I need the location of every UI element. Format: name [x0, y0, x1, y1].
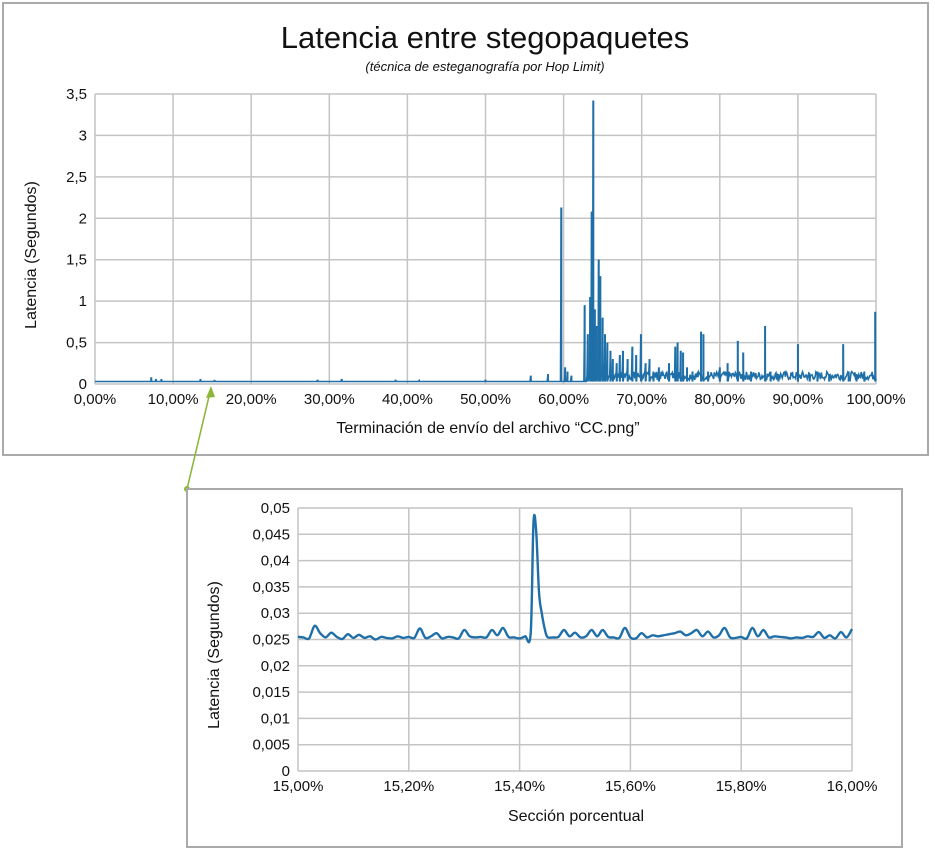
main-x-tick-label: 40,00% — [382, 391, 433, 408]
main-y-tick-label: 2,5 — [66, 169, 87, 186]
main-x-tick-label: 50,00% — [460, 391, 511, 408]
inset-y-tick-label: 0,045 — [252, 526, 290, 543]
main-gridlines — [94, 93, 877, 385]
inset-series-line — [297, 513, 854, 644]
main-y-tick-label: 1,5 — [66, 252, 87, 269]
main-series-line — [95, 100, 877, 383]
zoom-connector-arrowhead — [206, 386, 215, 398]
inset-y-tick-label: 0 — [282, 763, 290, 780]
inset-x-axis-label: Sección porcentual — [508, 808, 644, 825]
inset-x-tick-label: 15,40% — [494, 778, 545, 795]
main-x-tick-label: 10,00% — [148, 391, 199, 408]
inset-y-tick-labels: 0 0,005 0,01 0,015 0,02 0,025 0,03 0,035 0,04 0,0… — [252, 500, 290, 780]
main-x-axis-label: Terminación de envío del archivo “CC.png… — [336, 420, 639, 437]
inset-x-tick-label: 15,00% — [273, 778, 324, 795]
main-y-tick-label: 3 — [79, 127, 87, 144]
main-series-path — [95, 100, 877, 383]
inset-y-tick-label: 0,05 — [261, 500, 290, 517]
inset-y-axis-label: Latencia (Segundos) — [206, 581, 223, 729]
main-y-tick-label: 3,5 — [66, 86, 87, 103]
main-y-tick-labels: 0 0,5 1 1,5 2 2,5 3 3,5 — [66, 86, 87, 393]
inset-y-tick-label: 0,01 — [261, 710, 290, 727]
zoom-connector-line — [186, 387, 212, 490]
inset-x-tick-label: 15,80% — [716, 778, 767, 795]
main-y-tick-label: 2 — [79, 210, 87, 227]
inset-y-tick-label: 0,03 — [261, 605, 290, 622]
main-x-tick-label: 30,00% — [304, 391, 355, 408]
main-x-tick-label: 70,00% — [616, 391, 667, 408]
inset-series-path — [297, 513, 854, 644]
main-x-tick-labels: 0,00% 10,00% 20,00% 30,00% 40,00% 50,00% 60,00… — [74, 391, 906, 408]
main-x-tick-label: 0,00% — [74, 391, 117, 408]
inset-x-tick-labels: 15,00% 15,20% 15,40% 15,60% 15,80% 16,00% — [273, 778, 878, 795]
inset-x-tick-label: 16,00% — [827, 778, 878, 795]
inset-y-tick-label: 0,025 — [252, 632, 290, 649]
chart-subtitle: (técnica de esteganografía por Hop Limit… — [365, 59, 604, 74]
inset-gridlines — [297, 507, 853, 772]
inset-y-tick-label: 0,005 — [252, 737, 290, 754]
chart-title: Latencia entre stegopaquetes — [281, 20, 689, 55]
main-x-tick-label: 20,00% — [226, 391, 277, 408]
main-y-axis-label: Latencia (Segundos) — [23, 181, 40, 329]
inset-y-tick-label: 0,02 — [261, 658, 290, 675]
main-y-tick-label: 0 — [79, 376, 87, 393]
inset-y-tick-label: 0,04 — [261, 553, 290, 570]
main-y-tick-label: 1 — [79, 293, 87, 310]
inset-x-tick-label: 15,20% — [383, 778, 434, 795]
inset-x-tick-label: 15,60% — [605, 778, 656, 795]
main-x-tick-label: 60,00% — [538, 391, 589, 408]
main-x-tick-label: 100,00% — [846, 391, 905, 408]
main-x-tick-label: 90,00% — [772, 391, 823, 408]
main-x-tick-label: 80,00% — [694, 391, 745, 408]
inset-y-tick-label: 0,035 — [252, 579, 290, 596]
main-y-tick-label: 0,5 — [66, 335, 87, 352]
inset-chart-border — [186, 488, 903, 848]
inset-y-tick-label: 0,015 — [252, 684, 290, 701]
